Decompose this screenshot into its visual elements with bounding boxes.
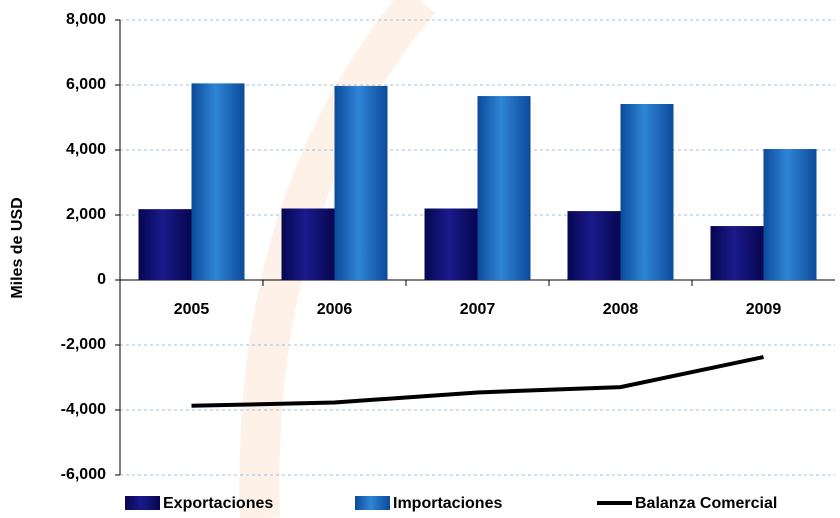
legend-label: Importaciones: [393, 495, 502, 512]
bar: [620, 104, 674, 280]
legend-label: Balanza Comercial: [635, 495, 777, 512]
x-tick-label: 2009: [746, 301, 782, 318]
y-tick-label: 2,000: [66, 206, 106, 223]
y-tick-label: 8,000: [66, 11, 106, 28]
x-tick-label: 2008: [603, 301, 639, 318]
bar: [138, 209, 192, 280]
y-tick-label: -2,000: [61, 336, 106, 353]
y-tick-label: 4,000: [66, 141, 106, 158]
y-tick-label: -4,000: [61, 401, 106, 418]
bar: [281, 208, 335, 280]
bar: [567, 211, 621, 280]
y-tick-label: -6,000: [61, 466, 106, 483]
bar: [191, 83, 245, 280]
line: [191, 355, 764, 408]
y-axis-title: Miles de USD: [9, 197, 26, 298]
x-tick-label: 2006: [317, 301, 353, 318]
bar: [710, 226, 764, 280]
x-tick-label: 2007: [460, 301, 496, 318]
legend-label: Exportaciones: [163, 495, 273, 512]
y-tick-label: 6,000: [66, 76, 106, 93]
bar: [477, 96, 531, 280]
y-tick-label: 0: [97, 271, 106, 288]
legend-swatch: [355, 496, 390, 510]
bar: [424, 208, 478, 280]
legend-swatch: [125, 496, 160, 510]
x-tick-label: 2005: [174, 301, 210, 318]
bar: [334, 85, 388, 280]
bar: [763, 149, 817, 280]
